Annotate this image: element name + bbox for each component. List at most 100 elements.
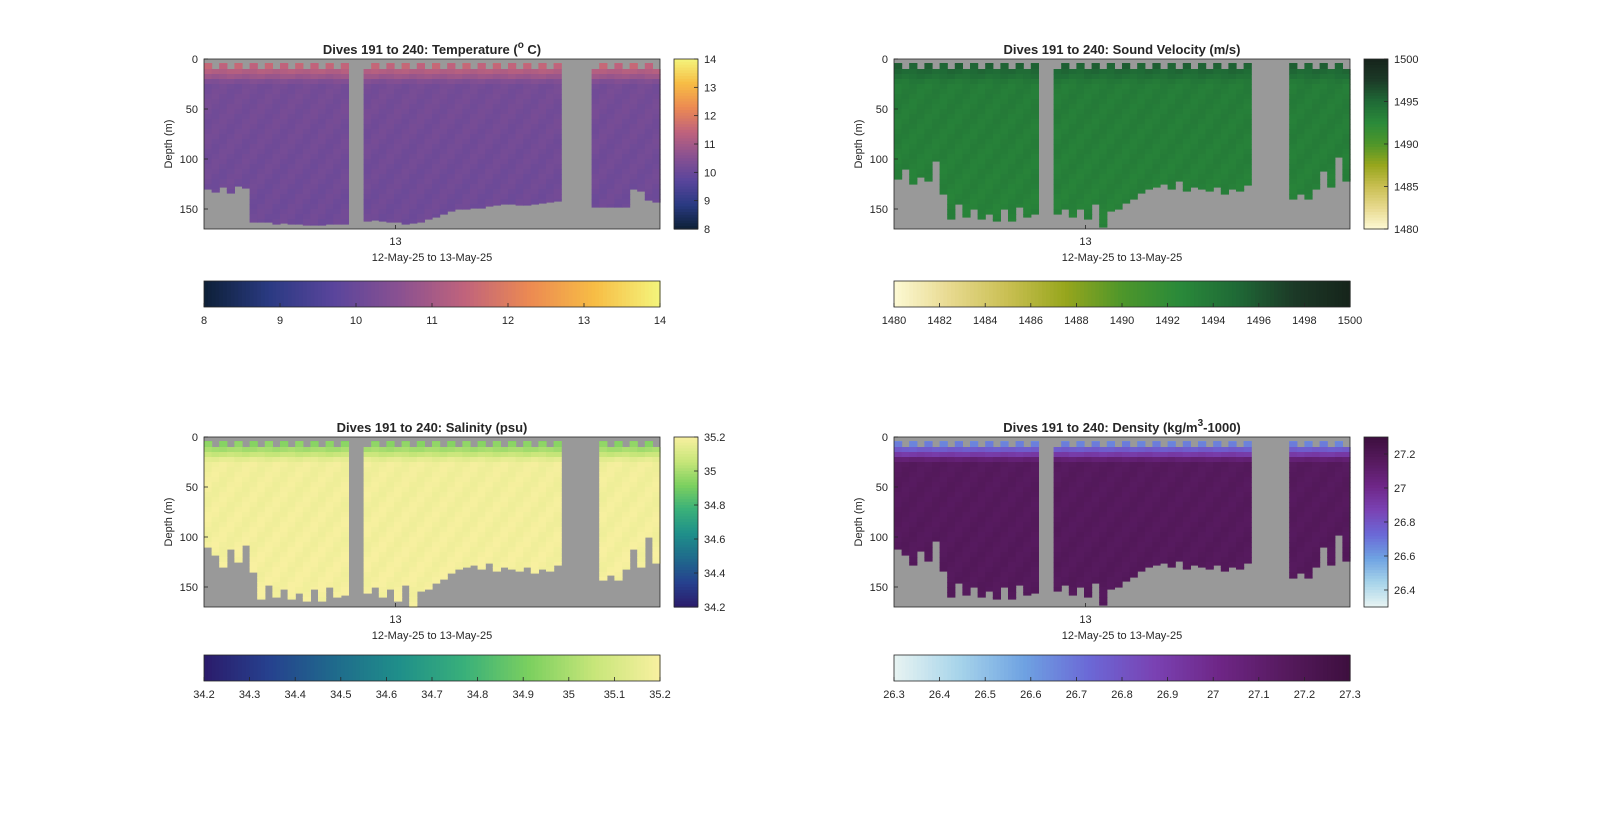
colorbar-swatch [284, 281, 288, 307]
profile-cell [940, 134, 948, 140]
profile-cell [470, 129, 478, 135]
profile-column [1335, 63, 1343, 158]
profile-cell [909, 124, 917, 130]
profile-cell [599, 457, 607, 463]
profile-cell [1000, 159, 1008, 165]
colorbar-swatch [928, 281, 932, 307]
profile-cell [1244, 109, 1252, 115]
profile-cell [204, 169, 212, 175]
profile-cell [924, 89, 932, 95]
profile-cell [1190, 169, 1198, 175]
profile-cell [303, 502, 311, 508]
profile-column [265, 63, 273, 223]
profile-cell [440, 109, 448, 115]
profile-cell [607, 69, 615, 75]
profile-cell [257, 457, 265, 463]
profile-cell [1206, 139, 1214, 145]
profile-cell [272, 149, 280, 155]
profile-cell [204, 94, 212, 100]
profile-cell [318, 572, 326, 578]
profile-cell [288, 79, 296, 85]
profile-cell [326, 517, 334, 523]
profile-cell [599, 184, 607, 190]
profile-cell [1107, 109, 1115, 115]
profile-cell [394, 512, 402, 518]
profile-cell [1304, 179, 1312, 185]
profile-cell [204, 174, 212, 180]
profile-cell [652, 154, 660, 160]
profile-cell [341, 119, 349, 125]
profile-cell [295, 124, 303, 130]
profile-cell [622, 204, 630, 208]
profile-cell [272, 89, 280, 95]
profile-cell [326, 557, 334, 563]
profile-cell [1054, 134, 1062, 140]
profile-column [424, 69, 432, 220]
profile-cell [409, 567, 417, 573]
profile-cell [508, 492, 516, 498]
y-tick-label: 50 [876, 104, 888, 116]
profile-cell [219, 114, 227, 120]
profile-cell [447, 572, 455, 574]
profile-cell [1327, 94, 1335, 100]
profile-cell [1213, 109, 1221, 115]
profile-cell [902, 99, 910, 105]
profile-cell [310, 562, 318, 568]
profile-cell [978, 184, 986, 190]
colorbar-swatch [1126, 281, 1130, 307]
profile-cell [592, 74, 600, 80]
profile-cell [554, 492, 562, 498]
profile-cell [447, 562, 455, 568]
profile-cell [1335, 94, 1343, 100]
profile-cell [288, 567, 296, 573]
profile-cell [288, 69, 296, 75]
profile-cell [227, 159, 235, 165]
profile-cell [523, 472, 531, 478]
profile-cell [371, 179, 379, 185]
profile-cell [637, 164, 645, 170]
profile-cell [978, 199, 986, 205]
profile-cell [970, 104, 978, 110]
profile-cell [318, 109, 326, 115]
profile-cell [341, 109, 349, 115]
profile-cell [1152, 69, 1160, 75]
profile-cell [955, 159, 963, 165]
colorbar-swatch [993, 281, 997, 307]
profile-cell [1107, 114, 1115, 120]
profile-cell [955, 84, 963, 90]
profile-cell [295, 562, 303, 568]
profile-cell [1000, 179, 1008, 185]
profile-cell [917, 84, 925, 90]
profile-cell [1061, 99, 1069, 105]
profile-cell [523, 144, 531, 150]
profile-cell [447, 467, 455, 473]
profile-cell [341, 442, 349, 448]
profile-cell [1175, 144, 1183, 150]
profile-cell [242, 149, 250, 155]
profile-cell [993, 164, 1001, 170]
profile-cell [462, 64, 470, 70]
profile-cell [386, 577, 394, 583]
profile-cell [1183, 129, 1191, 135]
profile-cell [295, 114, 303, 120]
profile-cell [546, 179, 554, 185]
profile-cell [1069, 79, 1077, 85]
profile-cell [288, 149, 296, 155]
profile-cell [440, 144, 448, 150]
profile-cell [614, 104, 622, 110]
colorbar-swatch [1035, 281, 1039, 307]
profile-cell [516, 159, 524, 165]
profile-cell [1023, 144, 1031, 150]
profile-cell [394, 462, 402, 468]
profile-cell [1221, 184, 1229, 190]
colorbar-swatch [978, 281, 982, 307]
colorbar-swatch [1012, 281, 1016, 307]
profile-cell [371, 472, 379, 478]
profile-cell [341, 74, 349, 80]
profile-cell [554, 512, 562, 518]
profile-cell [1137, 159, 1145, 165]
profile-cell [592, 154, 600, 160]
profile-cell [993, 214, 1001, 220]
profile-cell [478, 149, 486, 155]
profile-cell [288, 189, 296, 195]
